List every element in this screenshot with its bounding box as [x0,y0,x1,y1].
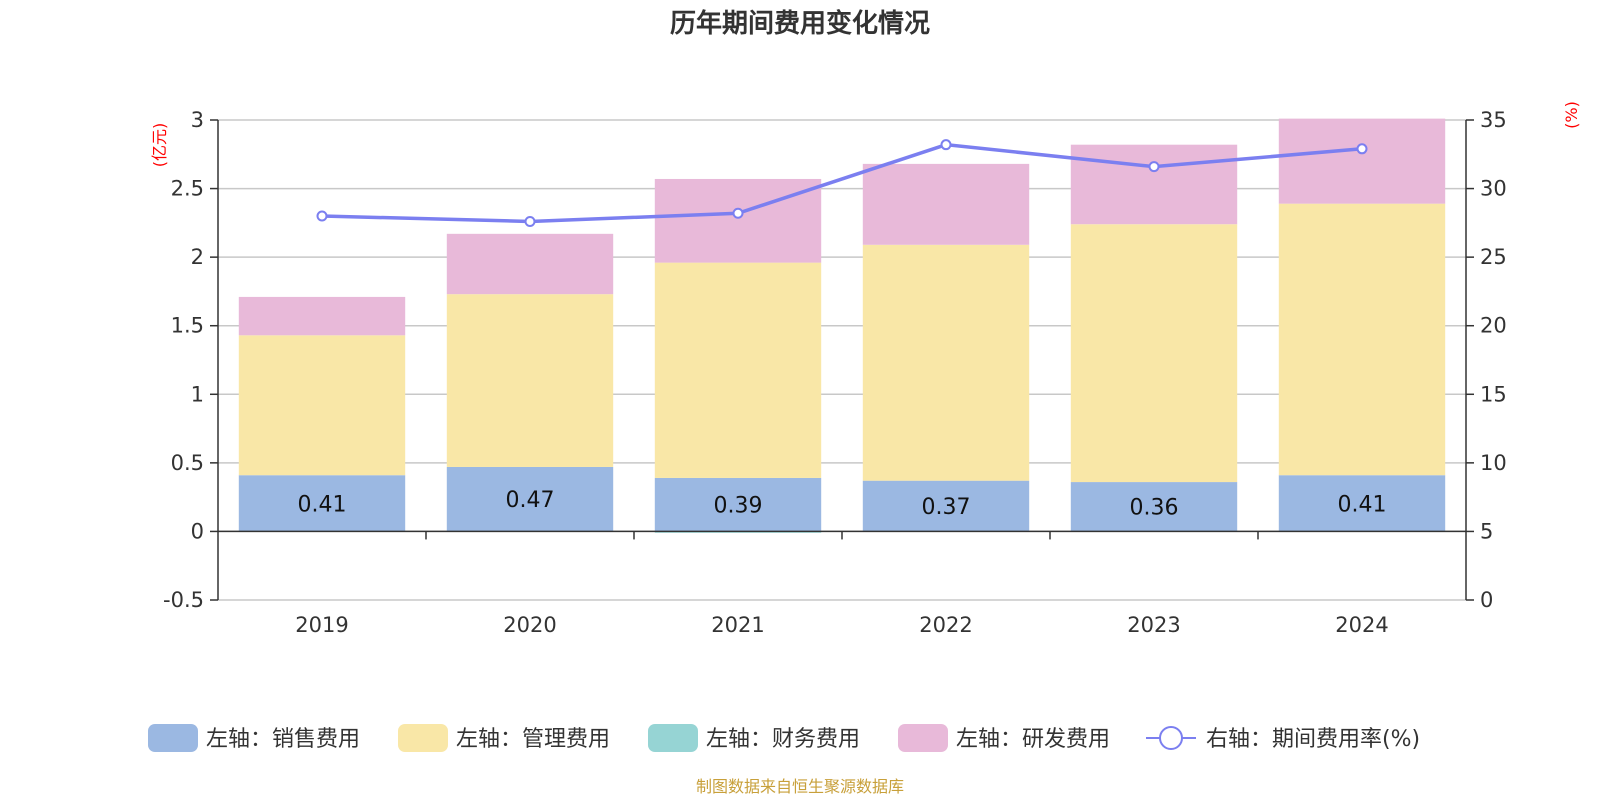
left-tick-label-1: 2.5 [171,177,204,201]
bar-2020-series-1 [446,294,614,467]
x-tick-label-2020: 2020 [503,613,556,637]
axes [217,120,1467,600]
legend-label-3: 左轴：研发费用 [956,727,1110,752]
bar-2024-series-0 [1278,475,1446,532]
left-tick-label-5: 0.5 [171,451,204,475]
right-tick-label-3: 20 [1480,314,1507,338]
data-source: 制图数据来自恒生聚源数据库 [696,777,904,796]
chart-title: 历年期间费用变化情况 [670,8,930,39]
left-tick-label-4: 1 [191,382,204,406]
left-tick-label-2: 2 [191,245,204,269]
rate-point-2024 [1356,143,1368,155]
legend-marker-4 [1159,726,1183,750]
left-tick-label-6: 0 [191,519,204,543]
bar-2024-series-1 [1278,203,1446,476]
rate-point-2020 [524,215,536,227]
right-tick-label-7: 0 [1480,588,1493,612]
x-tick-label-2022: 2022 [919,613,972,637]
rate-point-2019 [316,210,328,222]
bar-2022-series-0 [862,480,1030,532]
bar-2021-series-3 [654,178,822,263]
bar-2023-series-0 [1070,482,1238,532]
x-tick-label-2019: 2019 [295,613,348,637]
left-axis-unit: (亿元) [150,123,169,168]
x-axis-ticks: 2019 2020 2021 2022 2023 2024 [295,613,1388,637]
legend-label-4: 右轴：期间费用率(%) [1206,727,1420,752]
legend-swatch-1 [398,724,448,752]
x-tick-label-2024: 2024 [1335,613,1388,637]
bar-2019-series-3 [238,296,406,336]
x-tick-label-2023: 2023 [1127,613,1180,637]
legend: 左轴：销售费用 左轴：管理费用 左轴：财务费用 左轴：研发费用 右轴：期间费用率(%) [148,724,1420,752]
bar-label-2021: 0.39 [714,494,763,519]
bar-2020-series-3 [446,233,614,295]
rate-point-2022 [940,139,952,151]
bar-label-2023: 0.36 [1130,496,1179,521]
bar-2023-series-1 [1070,224,1238,483]
bar-2020-series-0 [446,466,614,532]
right-tick-label-2: 25 [1480,245,1507,269]
bar-label-2019: 0.41 [298,492,347,517]
legend-swatch-0 [148,724,198,752]
rate-line-path [321,142,1363,224]
legend-label-2: 左轴：财务费用 [706,727,860,752]
bar-2024-series-3 [1278,118,1446,204]
x-tick-label-2021: 2021 [711,613,764,637]
legend-swatch-3 [898,724,948,752]
rate-line [316,139,1368,227]
right-tick-label-6: 5 [1480,519,1493,543]
legend-label-1: 左轴：管理费用 [456,727,610,752]
left-axis-ticks: 3 2.5 2 1.5 1 0.5 0 -0.5 [163,108,218,612]
rate-point-2023 [1148,161,1160,173]
left-tick-label-7: -0.5 [163,588,204,612]
bar-2019-series-1 [238,335,406,476]
right-tick-label-1: 30 [1480,177,1507,201]
bar-2021-series-0 [654,477,822,532]
bar-label-2024: 0.41 [1338,492,1387,517]
legend-label-0: 左轴：销售费用 [206,727,360,752]
bar-2021-series-1 [654,262,822,478]
bar-labels: 0.41 0.47 0.39 0.37 0.36 0.41 [298,488,1387,521]
right-tick-label-4: 15 [1480,382,1507,406]
bar-2022-series-3 [862,163,1030,245]
bars [238,118,1446,533]
bar-2022-series-1 [862,244,1030,481]
legend-swatch-2 [648,724,698,752]
right-tick-label-0: 35 [1480,108,1507,132]
right-axis-ticks: 35 30 25 20 15 10 5 0 [1466,108,1507,612]
bar-label-2022: 0.37 [922,495,971,520]
bar-2023-series-3 [1070,144,1238,225]
rate-point-2021 [732,207,744,219]
bar-2019-series-0 [238,475,406,532]
bar-label-2020: 0.47 [506,488,555,513]
left-tick-label-3: 1.5 [171,314,204,338]
left-tick-label-0: 3 [191,108,204,132]
right-axis-unit: (%) [1562,101,1581,129]
right-tick-label-5: 10 [1480,451,1507,475]
